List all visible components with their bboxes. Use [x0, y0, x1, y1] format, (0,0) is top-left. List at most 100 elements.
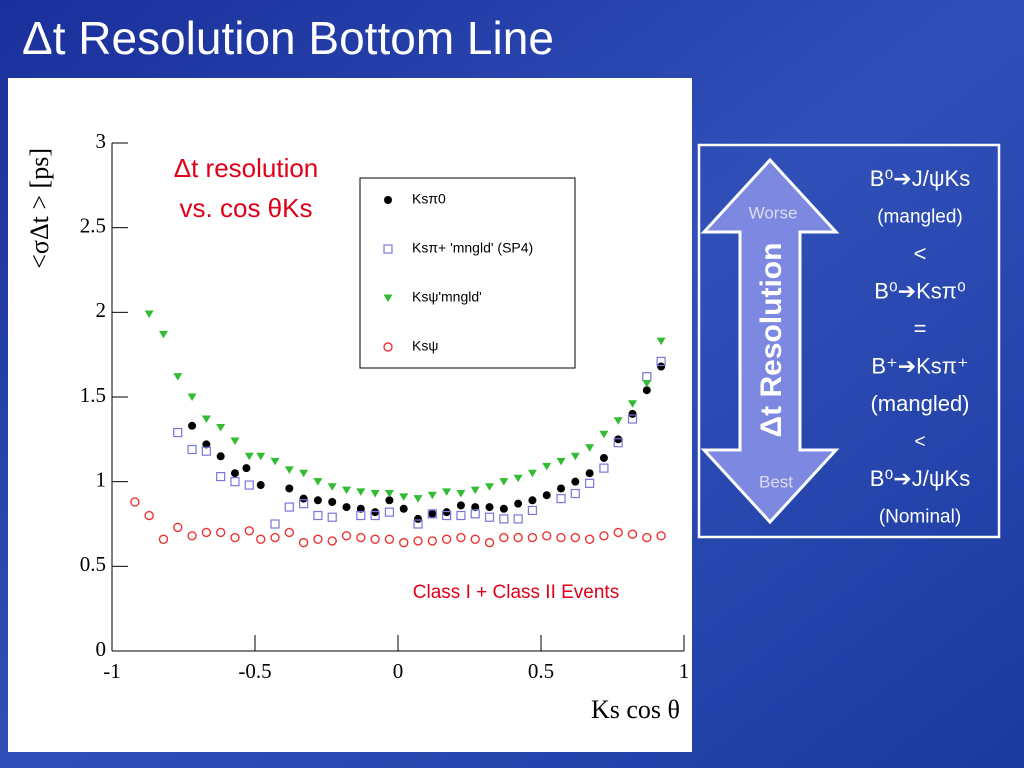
data-point [470, 509, 480, 519]
x-tick-label: 0 [393, 659, 404, 683]
data-point [230, 469, 239, 478]
data-point [399, 504, 408, 513]
data-point [485, 503, 494, 512]
best-label: Best [759, 472, 793, 491]
legend-marker [383, 342, 393, 352]
data-point [570, 532, 581, 543]
data-point [427, 491, 437, 500]
data-point [230, 437, 240, 446]
data-point [158, 534, 169, 544]
data-point [327, 483, 337, 491]
data-point [499, 532, 509, 543]
data-point [557, 484, 566, 493]
data-point [313, 534, 323, 544]
data-point [441, 534, 452, 544]
y-tick-label: 0.5 [80, 552, 106, 576]
data-point [230, 532, 240, 543]
data-point [470, 534, 480, 544]
data-point [370, 490, 380, 498]
data-point [356, 510, 366, 521]
annotation: Δt resolution [174, 153, 319, 183]
data-point [513, 532, 523, 543]
data-point [356, 532, 366, 543]
data-point [456, 510, 466, 521]
data-point [427, 509, 437, 519]
side-box [697, 143, 1001, 539]
data-point [584, 534, 595, 544]
data-point [527, 532, 538, 543]
legend [359, 177, 576, 369]
data-point [385, 496, 394, 505]
data-point [570, 452, 580, 461]
chart-panel [8, 78, 692, 752]
double-arrow [700, 157, 840, 525]
data-point [284, 502, 294, 512]
data-point [313, 510, 323, 521]
data-point [270, 532, 280, 543]
data-point [298, 537, 309, 548]
data-point [299, 499, 309, 509]
data-point [599, 430, 609, 439]
x-axis-label: Ks cos θ [591, 695, 680, 724]
data-point [499, 478, 509, 486]
data-point [484, 537, 495, 548]
x-tick-label: 0.5 [528, 659, 554, 683]
data-point [270, 519, 280, 529]
side-text: B⁰➔Ksπ⁰ [874, 278, 966, 303]
data-point [513, 474, 523, 483]
side-text: B⁰➔J/ψKs [870, 166, 970, 191]
data-point [341, 531, 352, 541]
side-text: (mangled) [877, 207, 963, 228]
data-point [173, 522, 183, 533]
footnote: Class I + Class II Events [413, 582, 619, 603]
data-point [256, 534, 266, 544]
data-point [628, 409, 637, 418]
data-point [413, 536, 423, 546]
data-point [215, 527, 226, 538]
data-point [328, 497, 337, 506]
data-point [484, 512, 495, 522]
x-tick-label: 1 [679, 659, 690, 683]
data-point [656, 356, 666, 367]
data-point [642, 379, 652, 388]
data-point [428, 509, 437, 518]
data-point [627, 529, 638, 539]
y-tick-label: 2.5 [80, 213, 106, 237]
data-point [327, 512, 337, 522]
data-point [614, 435, 623, 444]
data-point [613, 527, 623, 538]
data-point [456, 501, 465, 510]
legend-label: Ksψ [412, 338, 438, 354]
data-point [270, 457, 280, 466]
data-point [342, 503, 351, 512]
y-tick-label: 0 [96, 637, 107, 661]
data-point [130, 497, 140, 507]
legend-label: Ksψ'mngld' [412, 289, 482, 305]
data-point [342, 486, 352, 495]
data-point [327, 536, 337, 546]
data-point [244, 452, 254, 461]
side-text: (Nominal) [879, 507, 961, 528]
x-tick-label: -0.5 [238, 659, 271, 683]
data-point [256, 481, 265, 490]
legend-marker [383, 294, 393, 302]
data-point [442, 488, 452, 496]
data-point [158, 330, 168, 339]
data-point [173, 373, 183, 381]
data-point [284, 527, 295, 538]
data-point [513, 514, 523, 524]
data-point [470, 486, 480, 495]
data-point [642, 386, 651, 395]
data-point [216, 471, 226, 482]
data-point [242, 464, 251, 473]
legend-marker [383, 244, 393, 254]
data-point [356, 488, 366, 496]
data-point [413, 495, 423, 503]
data-point [202, 440, 211, 449]
y-tick-label: 1 [96, 467, 107, 491]
worse-label: Worse [749, 203, 798, 222]
y-tick-label: 1.5 [80, 383, 106, 407]
x-tick-label: -1 [103, 659, 121, 683]
data-point [642, 532, 652, 543]
